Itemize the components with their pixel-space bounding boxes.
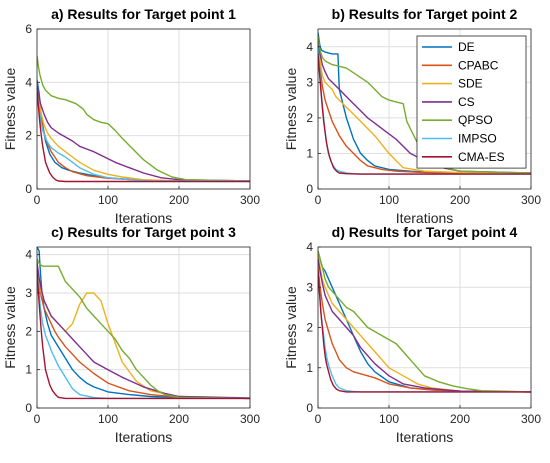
panel-3-ytick-3: 3 (25, 286, 32, 300)
panel-1-line-cma-es (37, 90, 250, 183)
legend-label-cs: CS (458, 95, 475, 109)
panel-2-xtick-0: 0 (315, 193, 322, 207)
panel-3-xlabel: Iterations (115, 429, 173, 445)
panel-1-ytick-2: 2 (25, 129, 32, 143)
panel-1-xtick-200: 200 (169, 193, 189, 207)
panel-2-xtick-300: 300 (521, 193, 541, 207)
panel-3-axes-box (36, 246, 251, 409)
panel-1-line-cs (37, 84, 250, 182)
panel-2-title: b) Results for Target point 2 (332, 6, 518, 22)
panel-3-ylabel: Fitness value (2, 286, 18, 369)
panel-1-line-impso (37, 90, 250, 182)
panel-2-line-cpabc (318, 46, 531, 175)
panel-1-xtick-0: 0 (34, 193, 41, 207)
legend-label-impso: IMPSO (458, 132, 497, 146)
panel-2-xtick-100: 100 (379, 193, 399, 207)
panel-1-ytick-4: 4 (25, 75, 32, 89)
panel-3-xtick-100: 100 (98, 412, 118, 426)
legend-label-qpso: QPSO (458, 113, 493, 127)
panel-1-ytick-0: 0 (25, 182, 32, 196)
panel-3-plot-area (37, 247, 250, 408)
panel-1-axes-box (36, 28, 251, 190)
panel-3-line-cma-es (37, 269, 250, 400)
panel-3-line-cpabc (37, 269, 250, 400)
panel-3-xtick-0: 0 (34, 412, 41, 426)
panel-1-plot-area (37, 29, 250, 189)
panel-1-ylabel: Fitness value (2, 68, 18, 151)
panel-2-ytick-1: 1 (306, 146, 313, 160)
panel-4-xlabel: Iterations (396, 429, 454, 445)
panel-2-ytick-4: 4 (306, 40, 313, 54)
panel-4-ytick-2: 2 (306, 321, 313, 335)
panel-2-xtick-200: 200 (450, 193, 470, 207)
panel-4-line-qpso (318, 250, 531, 393)
panel-4-line-cma-es (318, 271, 531, 393)
panel-4-xtick-300: 300 (521, 412, 541, 426)
panel-3-ytick-2: 2 (25, 324, 32, 338)
panel-4-ytick-4: 4 (306, 240, 313, 254)
panel-1-xtick-100: 100 (98, 193, 118, 207)
panel-4-ylabel: Fitness value (283, 286, 299, 369)
panel-4-xtick-0: 0 (315, 412, 322, 426)
legend-label-cpabc: CPABC (458, 58, 499, 72)
panel-4-line-cpabc (318, 267, 531, 393)
panel-1-xtick-300: 300 (240, 193, 260, 207)
panel-3-xtick-200: 200 (169, 412, 189, 426)
panel-2-ytick-0: 0 (306, 182, 313, 196)
panel-2-line-sde (318, 43, 531, 175)
panel-2-ytick-2: 2 (306, 111, 313, 125)
panel-3-line-impso (37, 273, 250, 400)
panel-3-line-cs (37, 262, 250, 399)
panel-3-ytick-4: 4 (25, 248, 32, 262)
panel-3-title: c) Results for Target point 3 (51, 224, 236, 240)
panel-4: 0 100 200 300 0 1 2 3 4 d) Results for Target poi… (283, 224, 541, 445)
panel-4-xtick-200: 200 (450, 412, 470, 426)
panel-4-ytick-0: 0 (306, 401, 313, 415)
legend: DE CPABC SDE CS QPSO IMPSO CMA-ES (416, 35, 527, 169)
panel-3-line-qpso (37, 258, 250, 400)
panel-1-line-sde (37, 84, 250, 182)
panel-1: 0 100 200 300 0 2 4 6 a) Results for Target poin… (2, 6, 260, 226)
panel-2: 0 100 200 300 0 1 2 3 4 b) Results for Target poi… (283, 6, 541, 226)
legend-label-sde: SDE (458, 77, 483, 91)
panel-3: 0 100 200 300 0 1 2 3 4 c) Results for Target poi… (2, 224, 260, 445)
legend-label-cma-es: CMA-ES (458, 150, 505, 164)
panel-2-ytick-3: 3 (306, 75, 313, 89)
panel-3-ytick-1: 1 (25, 363, 32, 377)
panel-4-ytick-3: 3 (306, 280, 313, 294)
panel-4-line-cs (318, 258, 531, 393)
panel-3-ytick-0: 0 (25, 401, 32, 415)
panel-2-ylabel: Fitness value (283, 68, 299, 151)
panel-2-xlabel: Iterations (396, 210, 454, 226)
panel-1-line-qpso (37, 55, 250, 182)
panel-2-line-cma-es (318, 53, 531, 175)
panel-1-title: a) Results for Target point 1 (51, 6, 236, 22)
panel-4-title: d) Results for Target point 4 (332, 224, 518, 240)
legend-label-de: DE (458, 40, 475, 54)
panel-1-ytick-6: 6 (25, 22, 32, 36)
panel-3-xtick-300: 300 (240, 412, 260, 426)
panel-4-line-sde (318, 254, 531, 393)
panel-1-xlabel: Iterations (115, 210, 173, 226)
panel-2-axes-box (317, 28, 532, 190)
panel-4-ytick-1: 1 (306, 361, 313, 375)
panel-4-xtick-100: 100 (379, 412, 399, 426)
